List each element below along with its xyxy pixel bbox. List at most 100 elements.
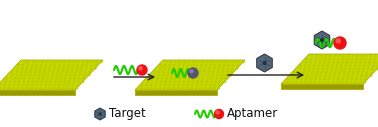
Circle shape [34,71,36,73]
Circle shape [319,58,321,60]
Circle shape [163,71,164,73]
Circle shape [194,71,196,73]
Circle shape [181,87,183,89]
Circle shape [185,71,187,73]
Circle shape [299,68,301,70]
Circle shape [58,67,60,69]
Circle shape [56,74,58,76]
Circle shape [324,58,326,60]
Circle shape [193,77,195,79]
Circle shape [22,64,24,66]
Circle shape [359,61,361,63]
Circle shape [44,67,46,69]
Circle shape [292,78,294,80]
Circle shape [344,68,346,70]
Circle shape [200,87,201,89]
Circle shape [210,64,211,66]
Circle shape [377,65,378,67]
Circle shape [38,74,40,76]
Circle shape [14,81,16,83]
Circle shape [374,58,376,60]
Circle shape [171,74,173,76]
Circle shape [376,68,378,70]
Circle shape [191,84,193,86]
Circle shape [366,75,367,76]
Circle shape [357,55,358,57]
Circle shape [179,77,181,79]
Circle shape [328,61,330,63]
Circle shape [23,77,25,79]
Circle shape [203,74,205,76]
Circle shape [217,71,219,73]
Circle shape [160,84,161,86]
Circle shape [232,67,234,69]
Circle shape [46,77,48,79]
Circle shape [63,84,65,86]
Circle shape [212,74,214,76]
Circle shape [230,74,232,76]
Circle shape [305,81,307,83]
Circle shape [189,74,191,76]
Circle shape [310,58,312,60]
Circle shape [81,67,82,69]
Circle shape [336,81,338,83]
Circle shape [182,67,184,69]
Circle shape [226,71,228,73]
Circle shape [26,87,28,89]
Circle shape [223,67,225,69]
Circle shape [360,78,362,80]
Circle shape [375,55,376,57]
Circle shape [210,81,212,83]
Circle shape [29,74,31,76]
Circle shape [331,68,333,70]
Circle shape [339,71,341,73]
Circle shape [55,77,57,79]
Circle shape [323,61,325,63]
Circle shape [327,81,329,83]
Circle shape [355,81,356,83]
Circle shape [19,77,21,79]
Circle shape [224,61,226,63]
Circle shape [89,71,90,73]
Circle shape [359,65,360,67]
Circle shape [236,67,238,69]
Circle shape [336,39,340,43]
Circle shape [343,55,345,57]
Circle shape [211,77,213,79]
Circle shape [334,75,335,76]
Circle shape [40,87,41,89]
Circle shape [232,64,234,66]
Circle shape [174,81,176,83]
Circle shape [343,75,344,76]
Circle shape [363,65,365,67]
Circle shape [8,87,9,89]
Circle shape [16,71,18,73]
Circle shape [57,87,59,89]
Circle shape [36,84,37,86]
Circle shape [72,64,74,66]
Circle shape [33,61,34,63]
Circle shape [173,84,175,86]
Circle shape [63,64,65,66]
Circle shape [216,111,219,114]
Circle shape [324,78,325,80]
Circle shape [169,64,171,66]
Circle shape [94,67,96,69]
Circle shape [341,81,343,83]
Circle shape [99,113,101,115]
Circle shape [373,61,375,63]
Circle shape [195,87,197,89]
Circle shape [337,61,339,63]
Circle shape [218,84,220,86]
Circle shape [183,64,184,66]
Circle shape [318,65,319,67]
Circle shape [60,77,62,79]
Circle shape [49,84,51,86]
Circle shape [75,71,77,73]
Circle shape [73,61,75,63]
Circle shape [208,71,210,73]
Circle shape [172,71,174,73]
Circle shape [31,64,33,66]
Circle shape [206,77,208,79]
Circle shape [337,78,339,80]
